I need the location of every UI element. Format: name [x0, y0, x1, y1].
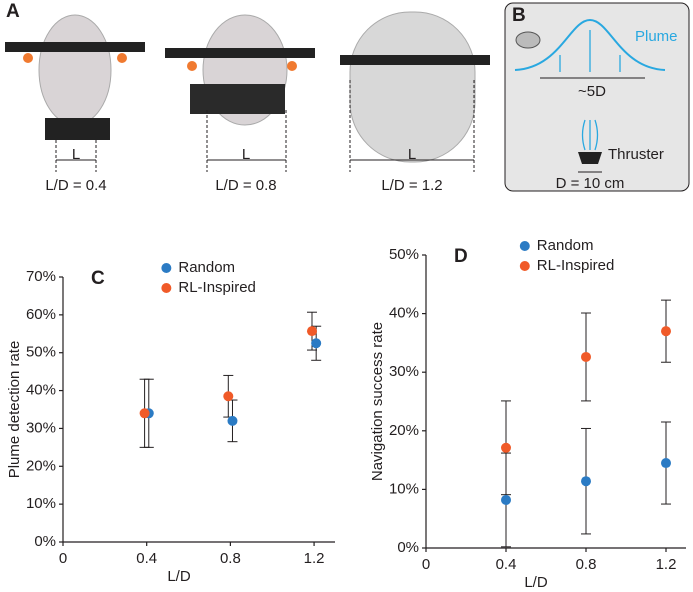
legend-marker: [519, 241, 530, 251]
diameter-label: D = 10 cm: [556, 175, 625, 192]
point: [581, 351, 591, 362]
plume-curve: [514, 18, 666, 71]
legend-label: RL-Inspired: [178, 279, 256, 296]
legend-label: Random: [178, 259, 235, 276]
x-tick-label: 1.2: [304, 550, 325, 567]
y-axis-label: Navigation success rate: [369, 322, 386, 481]
panel-letter: C: [91, 268, 105, 289]
x-axis-label: L/D: [524, 574, 548, 591]
robot-photo: [340, 11, 490, 163]
point: [581, 476, 591, 487]
y-tick-label: 20%: [26, 457, 56, 474]
length-label: L: [72, 146, 80, 163]
panel-letter: D: [454, 246, 468, 267]
y-tick-label: 30%: [389, 363, 419, 380]
point: [227, 415, 238, 426]
robot-photo: [165, 14, 315, 126]
plume-label: Plume: [635, 28, 678, 45]
x-axis-label: L/D: [167, 568, 191, 585]
y-tick-label: 30%: [26, 419, 56, 436]
point: [661, 458, 671, 469]
robot-photo: [5, 14, 145, 140]
x-tick-label: 0.8: [220, 550, 241, 567]
y-tick-label: 40%: [26, 382, 56, 399]
point: [661, 326, 671, 337]
x-tick-label: 0.4: [496, 556, 517, 573]
legend-label: RL-Inspired: [537, 257, 615, 274]
y-tick-label: 10%: [26, 495, 56, 512]
point: [501, 442, 511, 453]
thruster-label: Thruster: [608, 146, 664, 163]
y-tick-label: 40%: [389, 305, 419, 322]
point: [223, 391, 234, 402]
x-tick-label: 0.4: [136, 550, 157, 567]
point: [306, 326, 317, 337]
caption: L/D = 1.2: [381, 177, 442, 194]
y-tick-label: 0%: [34, 533, 56, 550]
point: [501, 494, 511, 505]
caption: L/D = 0.4: [45, 177, 106, 194]
legend-marker: [161, 283, 172, 293]
panel-box: [504, 2, 690, 192]
legend-marker: [161, 263, 172, 273]
x-tick-label: 0.8: [576, 556, 597, 573]
point: [139, 408, 150, 419]
length-label: L: [408, 146, 416, 163]
y-tick-label: 70%: [26, 268, 56, 285]
y-tick-label: 10%: [389, 480, 419, 497]
y-tick-label: 60%: [26, 306, 56, 323]
thruster-icon: [578, 152, 602, 164]
y-tick-label: 50%: [26, 344, 56, 361]
panel-letter: A: [6, 1, 20, 22]
dimension-lines: [55, 80, 475, 172]
y-tick-label: 50%: [389, 246, 419, 263]
x-tick-label: 1.2: [656, 556, 677, 573]
caption: L/D = 0.8: [215, 177, 276, 194]
length-label: L: [242, 146, 250, 163]
x-tick-label: 0: [59, 550, 67, 567]
y-tick-label: 0%: [397, 539, 419, 556]
panel-letter: B: [512, 5, 526, 26]
point: [311, 338, 322, 349]
legend-marker: [519, 261, 530, 271]
y-tick-label: 20%: [389, 422, 419, 439]
x-tick-label: 0: [422, 556, 430, 573]
plume-arrows: [559, 30, 621, 151]
robot-icon: [515, 31, 541, 49]
legend-label: Random: [537, 237, 594, 254]
spacing-label: ~5D: [578, 83, 606, 100]
y-axis-label: Plume detection rate: [6, 341, 23, 479]
